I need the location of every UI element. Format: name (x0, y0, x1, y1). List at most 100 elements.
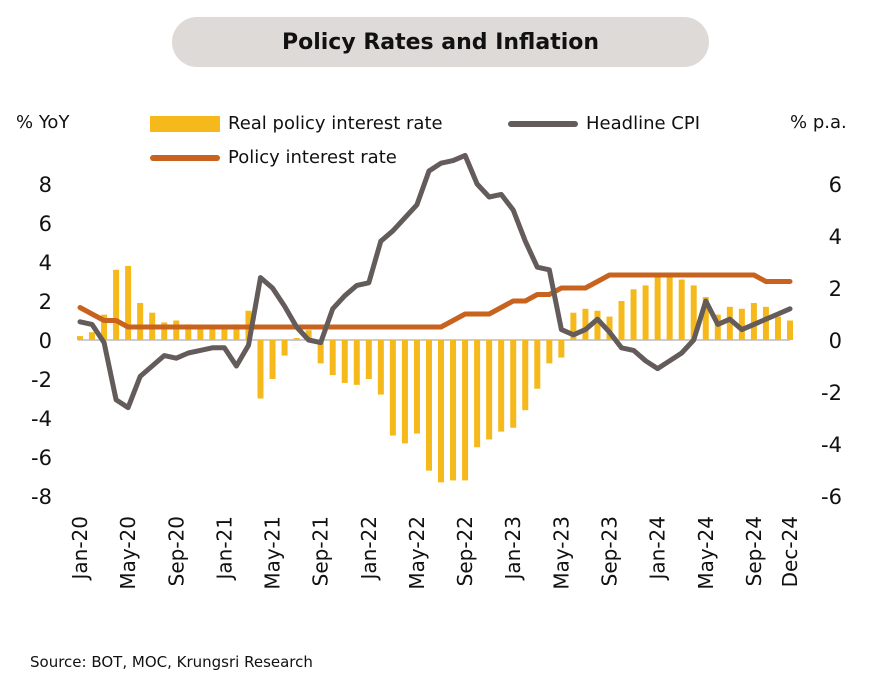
legend-item-real-rate: Real policy interest rate (150, 113, 443, 134)
right-axis-tick-label: 4 (829, 225, 842, 249)
x-axis-tick-label: Jan-21 (212, 516, 236, 582)
left-axis-tick-label: 8 (39, 173, 52, 197)
bar-real-policy-rate (666, 273, 673, 340)
legend-item-policy-rate: Policy interest rate (150, 147, 397, 168)
bar-real-policy-rate (425, 340, 432, 471)
legend-bar-swatch (150, 115, 220, 132)
x-axis-tick-label: Sep-21 (309, 516, 333, 586)
x-axis-tick-label: May-22 (405, 516, 429, 590)
bar-real-policy-rate (353, 340, 360, 385)
legend-label-real-rate: Real policy interest rate (228, 113, 443, 134)
bar-real-policy-rate (474, 340, 481, 448)
bar-real-policy-rate (762, 306, 769, 340)
bar-real-policy-rate (257, 340, 264, 399)
right-axis-tick-label: -4 (821, 433, 842, 457)
x-axis-tick-label: May-24 (694, 516, 718, 590)
legend-cpi-swatch (508, 120, 578, 127)
bar-real-policy-rate (486, 340, 493, 440)
x-axis-tick-label: Jan-20 (68, 516, 92, 582)
source-note: Source: BOT, MOC, Krungsri Research (30, 653, 313, 671)
bar-real-policy-rate (594, 310, 601, 340)
bar-real-policy-rate (377, 340, 384, 395)
bar-real-policy-rate (570, 312, 577, 340)
bar-real-policy-rate (161, 322, 168, 340)
bar-real-policy-rate (498, 340, 505, 432)
bar-real-policy-rate (401, 340, 408, 444)
chart-title-pill: Policy Rates and Inflation (172, 17, 709, 67)
right-axis-tick-label: 6 (829, 173, 842, 197)
line-policy-interest-rate (77, 272, 793, 330)
bar-real-policy-rate (678, 279, 685, 340)
bar-real-policy-rate (738, 308, 745, 340)
bar-real-policy-rate (329, 340, 336, 376)
bar-real-policy-rate (173, 320, 180, 340)
bar-real-policy-rate (305, 330, 312, 340)
bar-real-policy-rate (413, 340, 420, 434)
bar-real-policy-rate (787, 320, 793, 340)
left-axis-tick-label: -4 (31, 407, 52, 431)
bar-real-policy-rate (510, 340, 517, 428)
left-axis-tick-label: 0 (39, 329, 52, 353)
bar-real-policy-rate (221, 328, 228, 340)
bar-real-policy-rate (654, 275, 661, 340)
chart-title: Policy Rates and Inflation (281, 29, 600, 55)
bar-real-policy-rate (702, 297, 709, 340)
bar-real-policy-rate (606, 316, 613, 340)
bar-real-policy-rate (450, 340, 457, 481)
x-axis-tick-label: Sep-24 (742, 516, 766, 586)
bar-real-policy-rate (137, 302, 144, 340)
x-axis-tick-label: Jan-23 (501, 516, 525, 582)
left-axis-tick-label: 4 (39, 251, 52, 275)
legend-item-headline-cpi: Headline CPI (508, 113, 700, 134)
bar-real-policy-rate (750, 302, 757, 340)
bar-real-policy-rate (113, 269, 120, 340)
bar-real-policy-rate (618, 301, 625, 340)
bar-real-policy-rate (209, 326, 216, 340)
bar-real-policy-rate (630, 289, 637, 340)
bar-real-policy-rate (438, 340, 445, 483)
bar-real-policy-rate (341, 340, 348, 383)
right-axis-tick-label: -2 (821, 381, 842, 405)
x-axis-tick-label: May-23 (549, 516, 573, 590)
bar-real-policy-rate (89, 332, 96, 340)
x-axis-tick-label: May-21 (261, 516, 285, 590)
x-axis-tick-label: Jan-24 (646, 516, 670, 582)
left-axis-tick-label: 6 (39, 212, 52, 236)
bar-real-policy-rate (462, 340, 469, 481)
bar-real-policy-rate (774, 316, 781, 340)
right-axis-unit: % p.a. (790, 112, 847, 133)
bar-real-policy-rate (726, 306, 733, 340)
legend-label-policy-rate: Policy interest rate (228, 147, 397, 168)
bar-real-policy-rate (233, 324, 240, 340)
right-axis-tick-label: 0 (829, 329, 842, 353)
x-axis-tick-label: Jan-22 (357, 516, 381, 582)
bar-real-policy-rate (389, 340, 396, 436)
bar-real-policy-rate (185, 324, 192, 340)
x-axis-tick-label: Sep-22 (453, 516, 477, 586)
right-axis-tick-label: -6 (821, 485, 842, 509)
bar-real-policy-rate (317, 340, 324, 364)
right-axis-tick-label: 2 (829, 277, 842, 301)
bar-real-policy-rate (125, 265, 132, 340)
bar-real-policy-rate (197, 326, 204, 340)
legend-label-headline-cpi: Headline CPI (586, 113, 701, 134)
left-axis-tick-label: -8 (31, 485, 52, 509)
bar-real-policy-rate (365, 340, 372, 379)
left-axis-tick-label: 2 (39, 290, 52, 314)
bar-real-policy-rate (546, 340, 553, 364)
bar-real-policy-rate (522, 340, 529, 411)
bar-real-policy-rate (281, 340, 288, 356)
bar-real-policy-rate (534, 340, 541, 389)
bar-real-policy-rate (582, 308, 589, 340)
x-axis-tick-label: May-20 (116, 516, 140, 590)
bar-real-policy-rate (690, 285, 697, 340)
x-axis-tick-label: Sep-20 (164, 516, 188, 586)
bar-real-policy-rate (714, 314, 721, 340)
left-axis-unit: % YoY (16, 112, 70, 133)
line-headline-cpi (77, 152, 793, 411)
bar-real-policy-rate (558, 340, 565, 358)
bar-real-policy-rate (101, 314, 108, 340)
left-axis-tick-label: -2 (31, 368, 52, 392)
x-axis-tick-label: Dec-24 (778, 516, 802, 587)
